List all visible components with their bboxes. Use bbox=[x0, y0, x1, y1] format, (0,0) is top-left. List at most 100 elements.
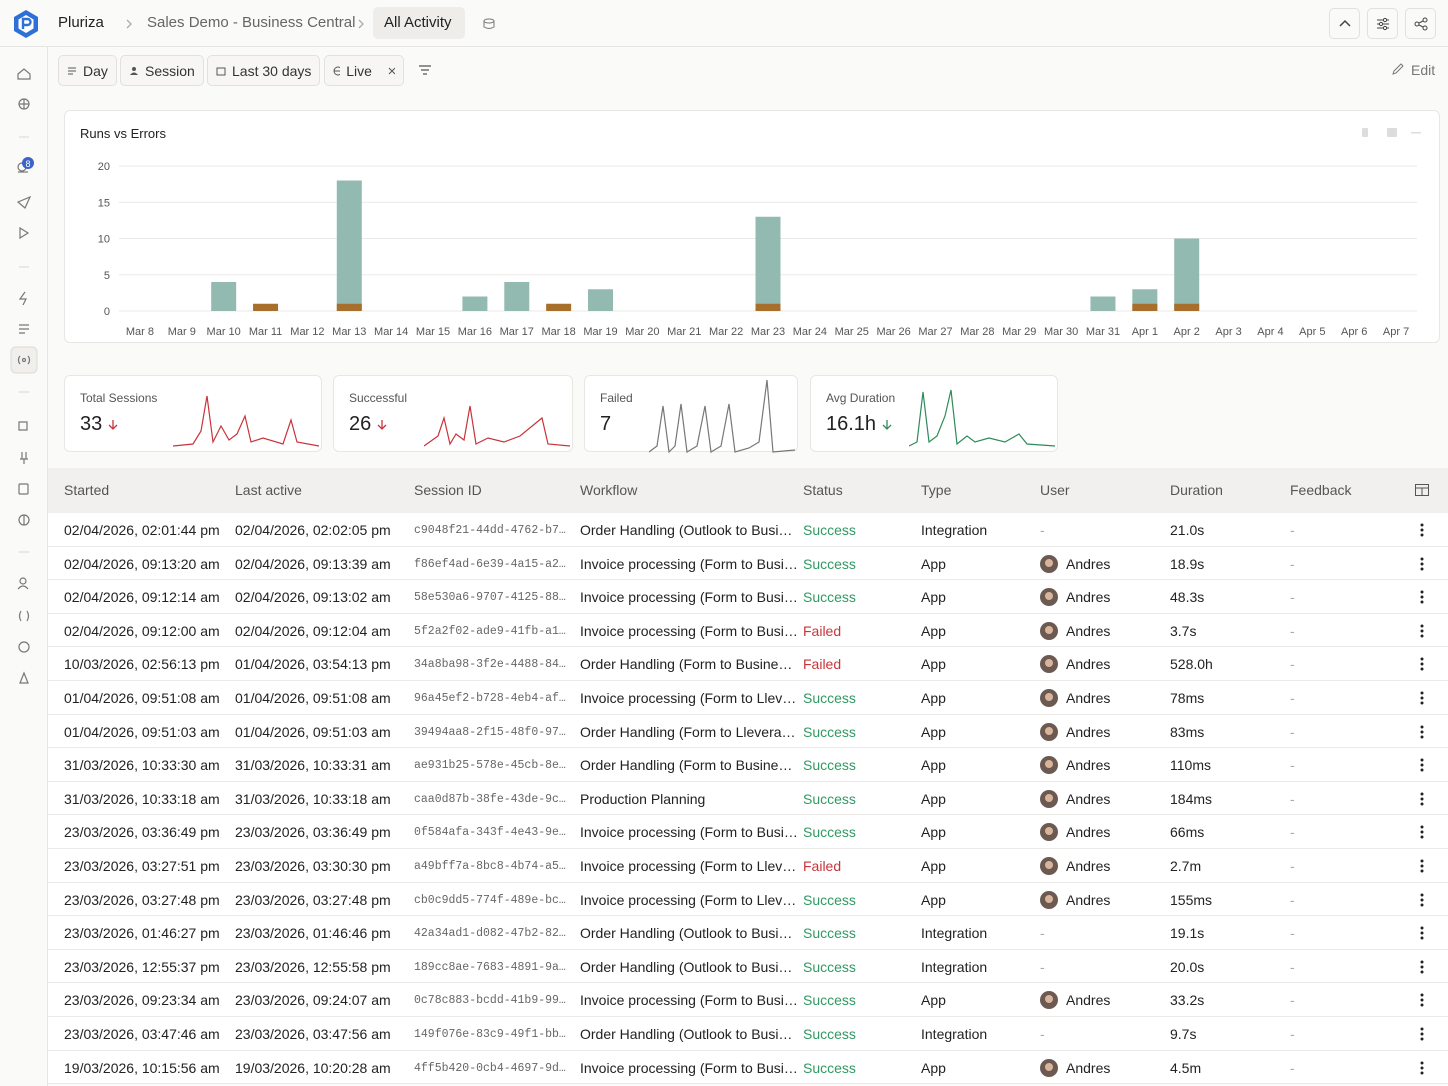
kpi-card: Avg Duration 16.1h bbox=[810, 375, 1058, 452]
table-cell: 33.2s bbox=[1170, 992, 1205, 1009]
table-cell: 02/04/2026, 09:12:14 am bbox=[64, 589, 220, 606]
menu-dot bbox=[1420, 567, 1424, 571]
table-cell: 02/04/2026, 09:12:04 am bbox=[235, 622, 391, 639]
avatar-face bbox=[1045, 861, 1053, 869]
table-cell: 02/04/2026, 02:02:05 pm bbox=[235, 522, 391, 538]
table-cell: - bbox=[1290, 522, 1295, 538]
table-row: 02/04/2026, 02:01:44 pm 02/04/2026, 02:02… bbox=[48, 513, 1448, 547]
menu-dot bbox=[1420, 557, 1424, 561]
avatar-face bbox=[1045, 894, 1053, 903]
table-cell: Andres bbox=[1066, 858, 1111, 874]
view-icon[interactable] bbox=[481, 16, 497, 32]
table-row: 01/04/2026, 09:51:08 am 01/04/2026, 09:51… bbox=[48, 681, 1448, 715]
row-menu[interactable] bbox=[1418, 757, 1426, 773]
table-cell: Invoice processing (Form to Busi… bbox=[580, 824, 798, 841]
menu-dot bbox=[1420, 725, 1424, 729]
sidebar-icons[interactable]: 8 bbox=[0, 47, 48, 707]
menu-dot bbox=[1420, 864, 1424, 868]
row-menu[interactable] bbox=[1418, 791, 1426, 807]
table-cell: 31/03/2026, 10:33:30 am bbox=[64, 757, 220, 774]
row-menu[interactable] bbox=[1418, 992, 1426, 1008]
table-cell: Andres bbox=[1066, 656, 1111, 673]
x-tick-label: Mar 12 bbox=[290, 326, 324, 338]
filter-live[interactable]: Live bbox=[324, 55, 404, 86]
menu-dot bbox=[1420, 696, 1424, 700]
table-cell: 189cc8ae-7683-4891-9a… bbox=[414, 960, 566, 974]
row-menu[interactable] bbox=[1418, 925, 1426, 941]
bar bbox=[336, 303, 362, 311]
settings-button[interactable] bbox=[1367, 8, 1398, 39]
table-cell: Integration bbox=[921, 1026, 988, 1042]
x-tick-label: Mar 16 bbox=[458, 326, 492, 338]
table-cell: 23/03/2026, 03:27:48 pm bbox=[235, 891, 391, 908]
table-cell: c9048f21-44dd-4762-b7… bbox=[414, 524, 566, 537]
brand[interactable]: Pluriza bbox=[58, 14, 104, 31]
row-menu[interactable] bbox=[1418, 522, 1426, 538]
table-cell: Andres bbox=[1066, 891, 1111, 908]
table-cell: Order Handling (Outlook to Busi… bbox=[580, 522, 793, 538]
table-cell: Andres bbox=[1066, 622, 1111, 639]
table-cell: 23/03/2026, 09:24:07 am bbox=[235, 992, 391, 1009]
collapse-button[interactable] bbox=[1329, 8, 1360, 39]
row-menu[interactable] bbox=[1418, 1060, 1426, 1076]
filter-icon[interactable] bbox=[418, 64, 432, 76]
table-cell: Andres bbox=[1066, 790, 1111, 807]
table-cell: - bbox=[1290, 958, 1295, 975]
arrow-shape bbox=[377, 419, 387, 430]
x-tick-label: Mar 13 bbox=[332, 326, 366, 338]
kpi-value: 33 bbox=[80, 413, 118, 436]
row-menu[interactable] bbox=[1418, 858, 1426, 874]
avatar-face bbox=[1045, 793, 1053, 802]
current-page[interactable]: All Activity bbox=[373, 7, 465, 39]
columns-button[interactable] bbox=[1415, 484, 1429, 496]
avatar bbox=[1040, 689, 1058, 707]
row-menu[interactable] bbox=[1418, 589, 1426, 605]
row-menu[interactable] bbox=[1418, 556, 1426, 572]
row-menu[interactable] bbox=[1418, 959, 1426, 975]
chart: Runs vs Errors 0 5 10 15 20 Mar 8 Mar 9 Mar 10 M… bbox=[80, 126, 1421, 338]
breadcrumb[interactable]: Sales Demo - Business Central bbox=[147, 14, 356, 31]
column-header: Session ID bbox=[414, 482, 482, 498]
bar bbox=[588, 289, 614, 311]
x-tick-label: Apr 3 bbox=[1215, 326, 1241, 338]
kpi-value: 26 bbox=[349, 413, 387, 436]
table-cell: 155ms bbox=[1170, 891, 1213, 908]
x-tick-label: Mar 31 bbox=[1086, 326, 1120, 338]
logo[interactable] bbox=[10, 8, 42, 40]
table-cell: 31/03/2026, 10:33:31 am bbox=[235, 757, 391, 774]
kpi-card: Total Sessions 33 bbox=[64, 375, 322, 452]
kpi-card: Failed 7 bbox=[584, 375, 798, 453]
table-row: 23/03/2026, 09:23:34 am 23/03/2026, 09:24… bbox=[48, 983, 1448, 1017]
edit-button[interactable]: Edit bbox=[1391, 62, 1435, 78]
column-header: Duration bbox=[1170, 482, 1223, 498]
table-cell: 31/03/2026, 10:33:18 am bbox=[64, 790, 220, 807]
row-menu[interactable] bbox=[1418, 656, 1426, 672]
menu-dot bbox=[1420, 595, 1424, 599]
table-cell: Andres bbox=[1066, 1059, 1111, 1076]
table-cell: 3.7s bbox=[1170, 622, 1197, 639]
table-cell: 01/04/2026, 03:54:13 pm bbox=[235, 656, 391, 673]
menu-dot bbox=[1420, 629, 1424, 633]
menu-dot bbox=[1420, 730, 1424, 734]
table-cell: Invoice processing (Form to Llev… bbox=[580, 690, 797, 706]
filter-range[interactable]: Last 30 days bbox=[207, 55, 321, 86]
filter-day[interactable]: Day bbox=[58, 55, 117, 86]
table-cell: 9.7s bbox=[1170, 1026, 1197, 1042]
row-menu[interactable] bbox=[1418, 1026, 1426, 1042]
bar bbox=[1174, 238, 1200, 311]
row-menu[interactable] bbox=[1418, 724, 1426, 740]
menu-dot bbox=[1420, 763, 1424, 767]
row-menu[interactable] bbox=[1418, 623, 1426, 639]
avatar bbox=[1040, 554, 1058, 573]
top-bar: Pluriza Sales Demo - Business Central Al… bbox=[0, 0, 1448, 47]
row-menu[interactable] bbox=[1418, 892, 1426, 908]
filter-session[interactable]: Session bbox=[120, 55, 204, 86]
y-tick-label: 20 bbox=[98, 161, 110, 173]
row-menu[interactable] bbox=[1418, 690, 1426, 706]
bar bbox=[755, 216, 781, 311]
share-button[interactable] bbox=[1405, 8, 1436, 39]
sparkline bbox=[909, 389, 1056, 447]
menu-dot bbox=[1420, 533, 1424, 537]
avatar-face bbox=[1045, 827, 1053, 836]
row-menu[interactable] bbox=[1418, 824, 1426, 840]
